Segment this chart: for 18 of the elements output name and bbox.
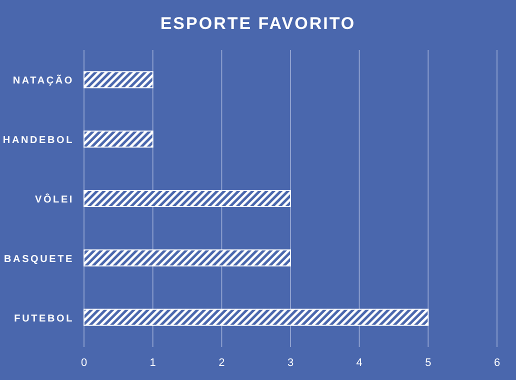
bar (84, 130, 154, 148)
bar (84, 190, 291, 208)
bar (84, 308, 429, 326)
y-tick-label: BASQUETE (4, 254, 74, 265)
x-tick-label: 3 (287, 357, 294, 369)
y-tick-label: HANDEBOL (2, 135, 74, 146)
bar (84, 71, 154, 88)
x-tick-label: 4 (356, 357, 362, 369)
x-tick-label: 0 (80, 357, 88, 369)
bar (84, 249, 291, 266)
y-tick-label: VÔLEI (34, 194, 74, 206)
x-tick-label: 1 (150, 357, 156, 369)
chart-title: ESPORTE FAVORITO (160, 14, 356, 33)
y-tick-label: NATAÇÃO (12, 74, 74, 87)
x-tick-label: 2 (218, 357, 225, 369)
x-tick-label: 5 (425, 357, 432, 369)
y-tick-label: FUTEBOL (14, 313, 74, 324)
x-tick-label: 6 (494, 357, 500, 369)
